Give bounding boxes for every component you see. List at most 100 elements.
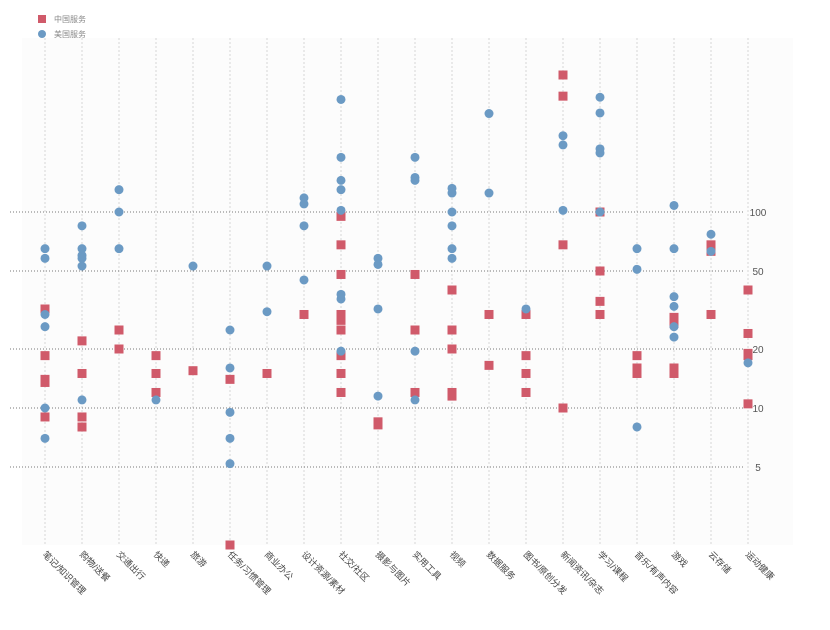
- x-tick-label: 快递: [152, 549, 173, 570]
- us-service-point: [336, 294, 346, 304]
- us-service-point: [595, 108, 605, 118]
- x-tick-label: 游戏: [670, 549, 691, 570]
- us-service-point: [410, 175, 420, 185]
- us-service-point: [632, 264, 642, 274]
- us-service-point: [669, 301, 679, 311]
- us-service-point: [114, 207, 124, 217]
- legend-label: 中国服务: [54, 14, 86, 24]
- us-service-point: [225, 459, 235, 469]
- china-service-point: [743, 285, 753, 295]
- us-service-point: [484, 188, 494, 198]
- us-service-point: [447, 253, 457, 263]
- legend-item-china: 中国服务: [38, 12, 86, 26]
- us-service-point: [299, 221, 309, 231]
- china-service-point: [336, 315, 346, 325]
- china-service-point: [595, 266, 605, 276]
- china-service-point: [40, 304, 50, 314]
- y-tick-label: 50: [752, 267, 764, 278]
- china-service-point: [743, 351, 753, 361]
- china-service-point: [558, 403, 568, 413]
- y-tick-label: 5: [755, 463, 761, 474]
- china-service-point: [336, 269, 346, 279]
- us-service-point: [151, 395, 161, 405]
- legend: 中国服务 美国服务: [38, 12, 86, 42]
- china-service-point: [484, 360, 494, 370]
- us-service-point: [336, 94, 346, 104]
- china-service-point: [669, 312, 679, 322]
- us-service-point: [299, 275, 309, 285]
- us-service-point: [225, 407, 235, 417]
- china-service-point: [77, 412, 87, 422]
- x-tick-label: 学习/课程: [596, 549, 631, 584]
- us-service-point: [299, 199, 309, 209]
- china-service-point: [336, 240, 346, 250]
- x-tick-label: 旅游: [189, 549, 210, 570]
- china-service-point: [40, 377, 50, 387]
- x-tick-label: 社交/社区: [337, 549, 372, 584]
- y-tick-label: 100: [750, 208, 767, 219]
- us-service-point: [558, 131, 568, 141]
- y-tick-label: 10: [752, 404, 764, 415]
- x-tick-label: 交通出行: [115, 549, 148, 582]
- china-service-point: [743, 399, 753, 409]
- us-service-point: [706, 246, 716, 256]
- x-tick-label: 视频: [448, 549, 469, 570]
- legend-square-marker: [38, 15, 46, 23]
- us-service-point: [558, 205, 568, 215]
- china-service-point: [40, 412, 50, 422]
- x-tick-label: 运动健康: [744, 549, 777, 582]
- legend-label: 美国服务: [54, 29, 86, 39]
- china-service-point: [669, 368, 679, 378]
- china-service-point: [336, 211, 346, 221]
- china-service-point: [632, 368, 642, 378]
- x-tick-label: 实用工具: [411, 549, 444, 582]
- us-service-point: [40, 403, 50, 413]
- us-service-point: [262, 261, 272, 271]
- china-service-point: [114, 325, 124, 335]
- china-service-point: [558, 240, 568, 250]
- china-service-point: [299, 309, 309, 319]
- x-tick-label: 摄影与图片: [374, 549, 414, 589]
- us-service-point: [336, 175, 346, 185]
- us-service-point: [77, 244, 87, 254]
- us-service-point: [743, 358, 753, 368]
- china-service-point: [77, 368, 87, 378]
- china-service-point: [632, 351, 642, 361]
- china-service-point: [558, 91, 568, 101]
- china-service-point: [336, 325, 346, 335]
- china-service-point: [40, 351, 50, 361]
- us-service-point: [225, 433, 235, 443]
- legend-item-usa: 美国服务: [38, 27, 86, 41]
- us-service-point: [669, 322, 679, 332]
- china-service-point: [595, 309, 605, 319]
- us-service-point: [632, 244, 642, 254]
- x-tick-label: 商业办公: [263, 549, 296, 582]
- china-service-point: [225, 374, 235, 384]
- us-service-point: [373, 259, 383, 269]
- us-service-point: [595, 207, 605, 217]
- china-service-point: [595, 296, 605, 306]
- us-service-point: [188, 261, 198, 271]
- us-service-point: [77, 261, 87, 271]
- us-service-point: [40, 253, 50, 263]
- china-service-point: [669, 363, 679, 373]
- us-service-point: [336, 185, 346, 195]
- us-service-point: [410, 346, 420, 356]
- legend-circle-marker: [38, 30, 46, 38]
- us-service-point: [595, 148, 605, 158]
- us-service-point: [40, 309, 50, 319]
- us-service-point: [447, 221, 457, 231]
- china-service-point: [521, 309, 531, 319]
- us-service-point: [336, 152, 346, 162]
- us-service-point: [669, 292, 679, 302]
- china-service-point: [225, 540, 235, 550]
- china-service-point: [336, 309, 346, 319]
- china-service-point: [151, 351, 161, 361]
- us-service-point: [447, 244, 457, 254]
- us-service-point: [595, 92, 605, 102]
- us-service-point: [410, 152, 420, 162]
- us-service-point: [373, 304, 383, 314]
- china-service-point: [447, 285, 457, 295]
